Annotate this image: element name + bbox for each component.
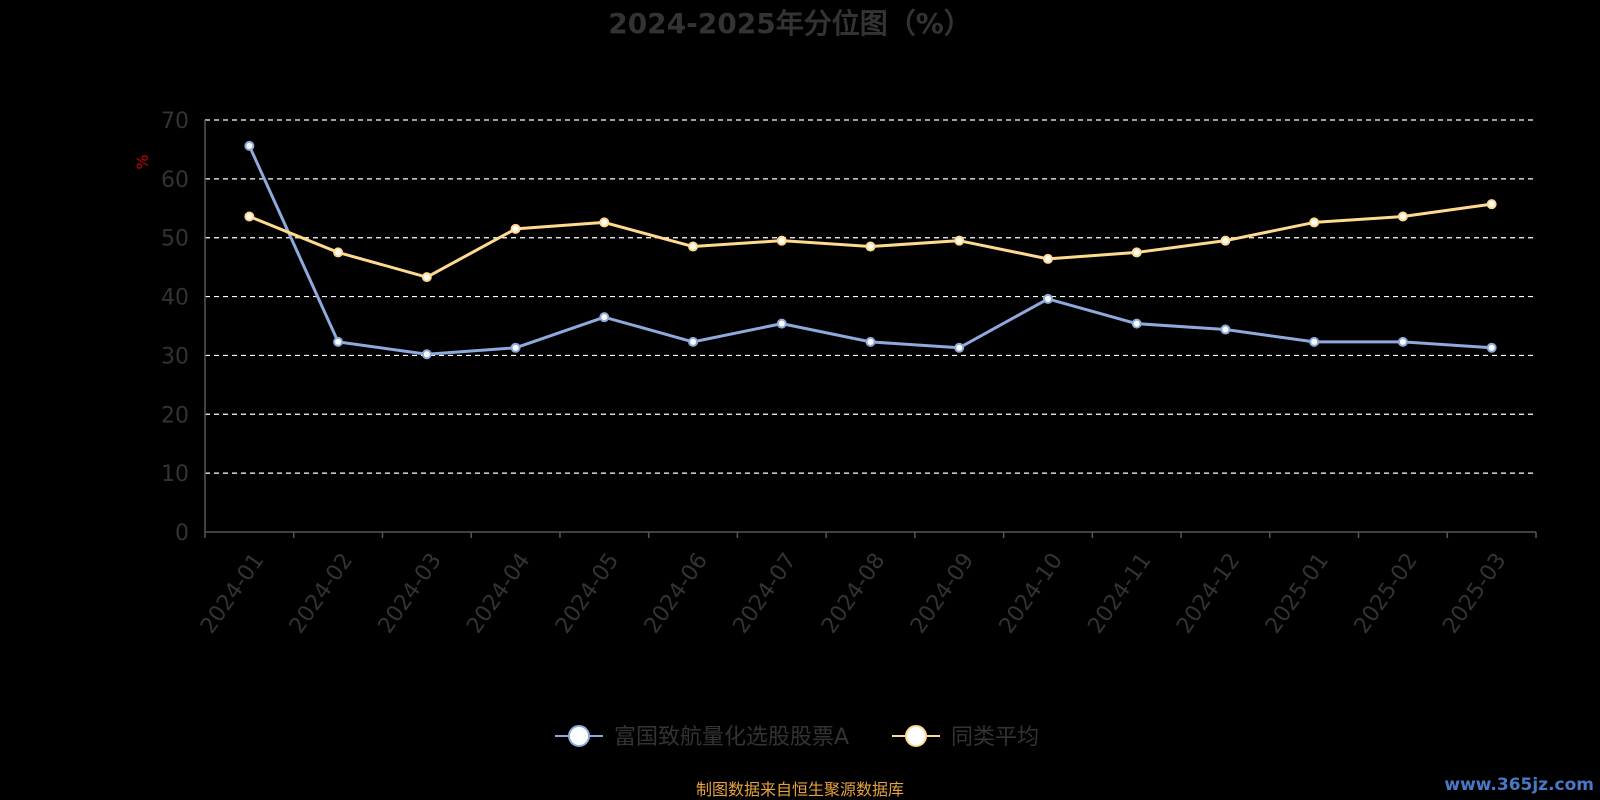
x-tick-label-2024-11: 2024-11 xyxy=(1083,549,1156,639)
grid-lines xyxy=(205,119,1536,474)
x-tick-label-2024-10: 2024-10 xyxy=(995,549,1068,639)
chart-title: 2024-2025年分位图（%） xyxy=(608,7,972,40)
x-tick-label-2024-05: 2024-05 xyxy=(551,549,624,639)
series-1-point-2024-09[interactable] xyxy=(954,235,965,246)
series-1-point-2024-12[interactable] xyxy=(1220,235,1231,246)
series-1-point-2024-08[interactable] xyxy=(865,241,876,252)
y-tick-label-30: 30 xyxy=(161,344,189,369)
series-0-point-2024-09[interactable] xyxy=(954,342,965,353)
series-1-point-2024-06[interactable] xyxy=(688,241,699,252)
y-tick-label-0: 0 xyxy=(175,521,189,546)
x-tick-label-2025-01: 2025-01 xyxy=(1261,549,1334,639)
x-tick-label-2024-07: 2024-07 xyxy=(728,549,801,639)
series-0-point-2024-08[interactable] xyxy=(865,336,876,347)
series-1-point-2024-03[interactable] xyxy=(421,272,432,283)
series-1-point-2024-10[interactable] xyxy=(1042,253,1053,264)
x-tick-label-2024-06: 2024-06 xyxy=(640,549,713,639)
series-0-point-2025-03[interactable] xyxy=(1486,342,1497,353)
series-0-point-2024-01[interactable] xyxy=(244,140,255,151)
series-0-point-2024-11[interactable] xyxy=(1131,318,1142,329)
series-0-point-2024-06[interactable] xyxy=(688,336,699,347)
x-tick-label-2024-04: 2024-04 xyxy=(462,549,535,639)
x-tick-label-2024-01: 2024-01 xyxy=(196,549,269,639)
x-tick-label-2024-02: 2024-02 xyxy=(285,549,358,639)
legend: 富国致航量化选股股票A 同类平均 xyxy=(555,725,1039,750)
legend-item-peer-average[interactable]: 同类平均 xyxy=(892,725,1039,750)
series-1-point-2025-01[interactable] xyxy=(1309,217,1320,228)
series-0-point-2024-05[interactable] xyxy=(599,312,610,323)
y-tick-label-50: 50 xyxy=(161,227,189,252)
series-1-point-2024-01[interactable] xyxy=(244,211,255,222)
series-line-1 xyxy=(248,202,1492,279)
series-0-point-2024-02[interactable] xyxy=(333,336,344,347)
series-1-point-2025-03[interactable] xyxy=(1486,199,1497,210)
series-0-point-2024-12[interactable] xyxy=(1220,324,1231,335)
y-tick-label-40: 40 xyxy=(161,286,189,311)
legend-label-fund: 富国致航量化选股股票A xyxy=(614,725,849,750)
series-0-point-2025-01[interactable] xyxy=(1309,336,1320,347)
axes xyxy=(204,120,1537,538)
series-1-point-2024-11[interactable] xyxy=(1131,247,1142,258)
legend-swatch-peer-marker xyxy=(905,725,927,747)
x-tick-label-2025-03: 2025-03 xyxy=(1438,549,1511,639)
x-tick-label-2024-12: 2024-12 xyxy=(1172,549,1245,639)
x-tick-labels: 2024-01 2024-02 2024-03 2024-04 2024-05 2024-… xyxy=(196,549,1511,639)
y-tick-label-60: 60 xyxy=(161,168,189,193)
legend-label-peer-average: 同类平均 xyxy=(951,725,1039,750)
legend-swatch-fund-marker xyxy=(568,725,590,747)
x-tick-label-2025-02: 2025-02 xyxy=(1350,549,1423,639)
series-lines xyxy=(244,140,1497,360)
series-0-point-2024-10[interactable] xyxy=(1042,293,1053,304)
y-tick-labels: 0 10 20 30 40 50 60 70 xyxy=(161,109,189,546)
y-tick-label-70: 70 xyxy=(161,109,189,134)
series-0-point-2024-07[interactable] xyxy=(776,318,787,329)
watermark: www.365jz.com xyxy=(1444,775,1594,795)
series-0-point-2024-04[interactable] xyxy=(510,342,521,353)
y-axis-label: % xyxy=(133,154,152,169)
series-1-point-2024-04[interactable] xyxy=(510,223,521,234)
data-source-note: 制图数据来自恒生聚源数据库 xyxy=(696,780,904,799)
y-tick-label-20: 20 xyxy=(161,403,189,428)
series-1-point-2024-07[interactable] xyxy=(776,235,787,246)
x-tick-label-2024-09: 2024-09 xyxy=(906,549,979,639)
series-0-point-2024-03[interactable] xyxy=(421,349,432,360)
series-0-point-2025-02[interactable] xyxy=(1397,336,1408,347)
series-1-point-2024-02[interactable] xyxy=(333,247,344,258)
x-tick-label-2024-03: 2024-03 xyxy=(374,549,447,639)
y-tick-label-10: 10 xyxy=(161,462,189,487)
legend-item-fund[interactable]: 富国致航量化选股股票A xyxy=(555,725,849,750)
x-tick-label-2024-08: 2024-08 xyxy=(817,549,890,639)
series-1-point-2025-02[interactable] xyxy=(1397,211,1408,222)
series-1-point-2024-05[interactable] xyxy=(599,217,610,228)
